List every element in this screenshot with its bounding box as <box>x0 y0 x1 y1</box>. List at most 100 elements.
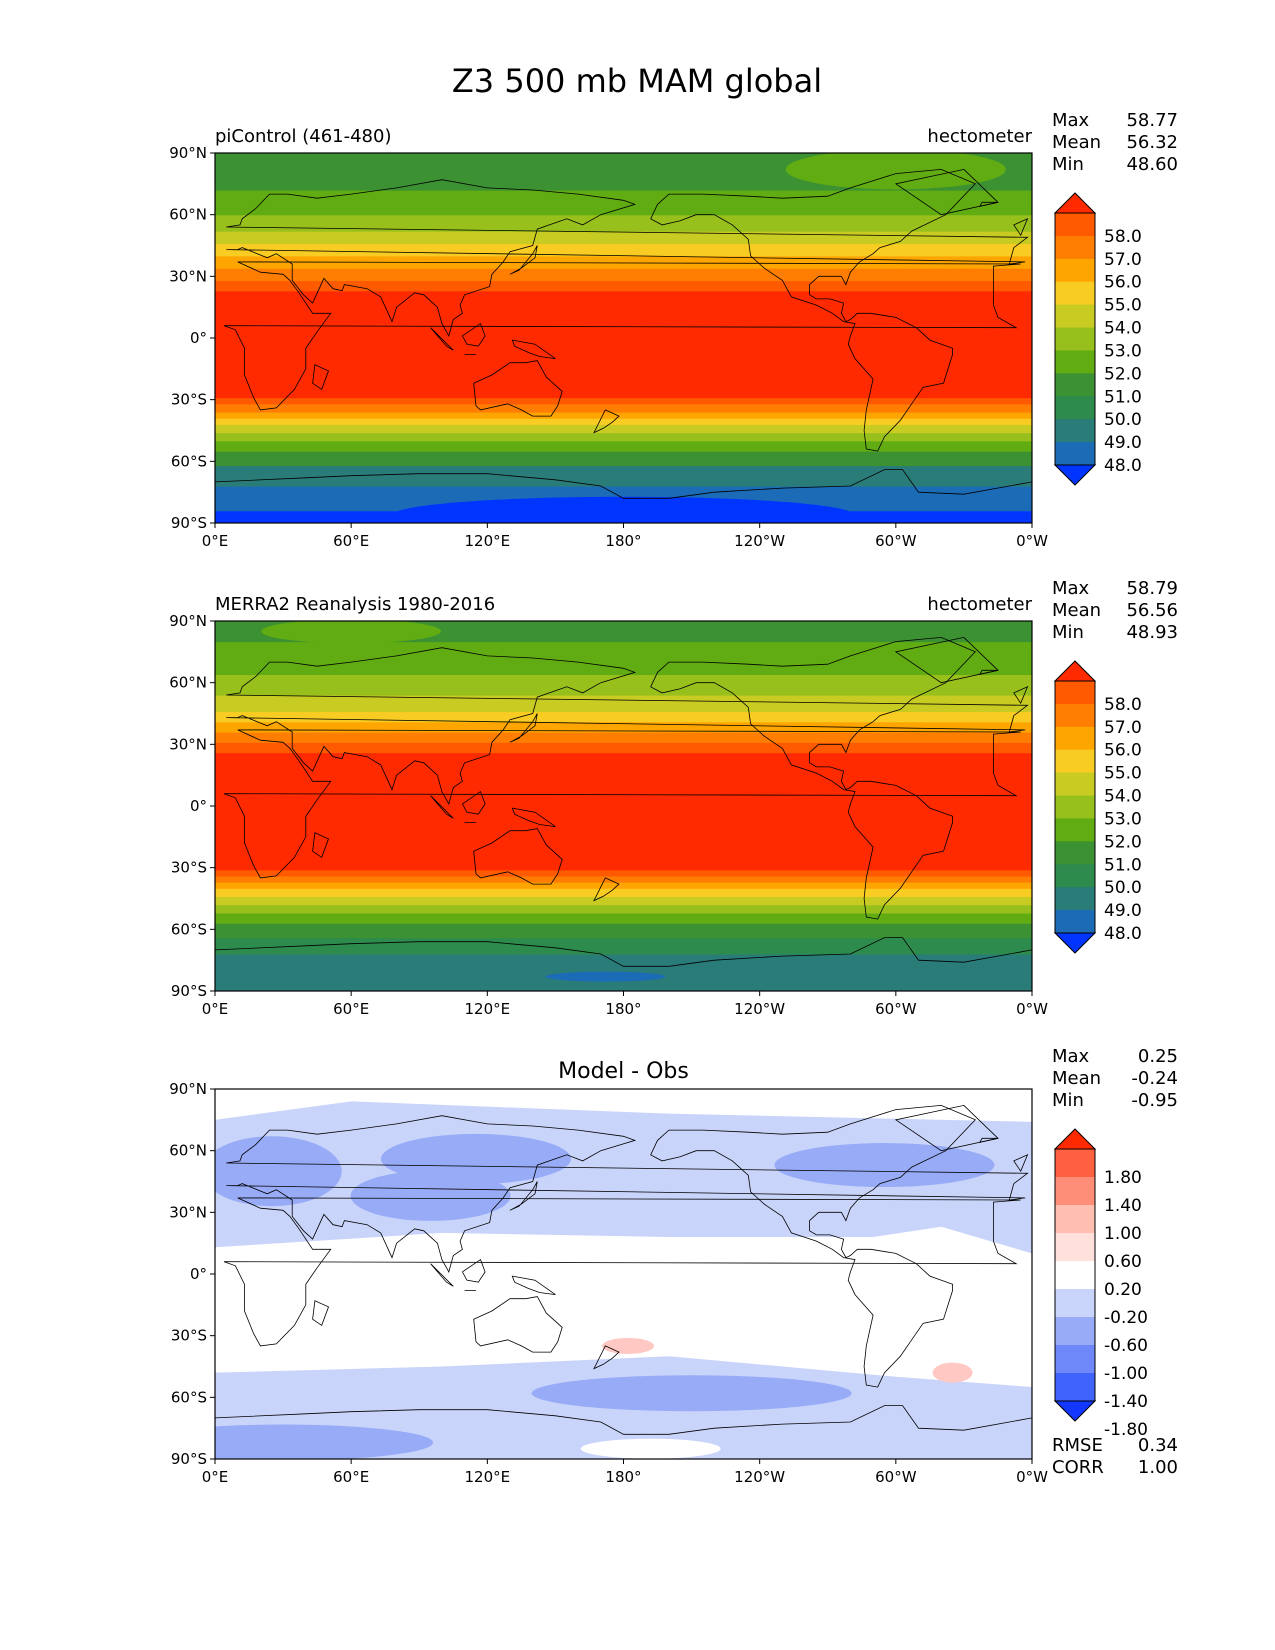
coastline <box>226 179 1029 337</box>
colorbar-label: 52.0 <box>1104 832 1142 852</box>
x-tick-label: 120°E <box>465 1468 511 1486</box>
stat-label: Max <box>1052 1046 1090 1067</box>
colorbar-label: 51.0 <box>1104 855 1142 875</box>
coastline <box>509 245 538 275</box>
coastline <box>593 1345 620 1370</box>
contour-band <box>215 752 1032 871</box>
contour-band <box>215 268 1032 282</box>
coastline <box>226 647 1029 805</box>
colorbar-segment <box>1055 373 1095 397</box>
x-tick-label: 60°W <box>875 1468 917 1486</box>
y-tick-label: 0° <box>190 1265 207 1283</box>
coastline <box>312 1300 330 1327</box>
coastline <box>511 807 556 827</box>
colorbar-label: 57.0 <box>1104 250 1142 270</box>
colorbar-label: 1.40 <box>1104 1196 1142 1216</box>
panel-right-title: hectometer <box>927 126 1032 147</box>
coastline <box>650 636 976 920</box>
diff-region <box>580 1438 721 1459</box>
diff-region <box>531 1375 852 1412</box>
coastline <box>511 1275 556 1295</box>
coastline <box>894 168 999 216</box>
colorbar-segment <box>1055 350 1095 374</box>
y-tick-label: 30°N <box>169 1203 207 1221</box>
contour-field <box>215 621 1032 991</box>
coastline <box>473 1296 563 1353</box>
colorbar-label: 48.0 <box>1104 456 1142 476</box>
coastlines <box>215 1104 1032 1459</box>
colorbar-segment <box>1055 910 1095 934</box>
contour-band <box>215 904 1032 914</box>
colorbar-segment <box>1055 887 1095 911</box>
colorbar-label: 58.0 <box>1104 695 1142 715</box>
contour-band <box>215 403 1032 413</box>
coastline <box>461 790 486 815</box>
stat-label: Max <box>1052 578 1090 599</box>
stat-value: 0.25 <box>1138 1046 1178 1067</box>
contour-band <box>215 711 1032 723</box>
colorbar-label: 56.0 <box>1104 741 1142 761</box>
y-tick-label: 0° <box>190 329 207 347</box>
coastline <box>509 713 538 743</box>
coastline <box>223 729 1021 879</box>
coastline <box>223 1197 1021 1347</box>
colorbar-segment <box>1055 281 1095 306</box>
colorbar-label: -1.80 <box>1104 1420 1148 1440</box>
coastline <box>312 364 330 391</box>
colorbar-segment <box>1055 1261 1095 1290</box>
colorbar: 58.0 57.0 56.0 55.0 54.053.0 52.0 51.0 50.0 49.0… <box>1053 660 1142 954</box>
contour-band <box>215 432 1032 442</box>
stat-value: 58.77 <box>1126 110 1178 131</box>
coastline <box>509 1181 538 1211</box>
map-panel-3: 0°E 60°E 120°E 180° 120°W 60°W 0°W 90°N 60°N 30°N… <box>169 1046 1178 1486</box>
colorbar-segment <box>1055 1373 1095 1402</box>
coastline <box>215 1405 1032 1459</box>
colorbar-label: -0.20 <box>1104 1308 1148 1328</box>
y-tick-label: 30°N <box>169 735 207 753</box>
stat-label: Mean <box>1052 132 1101 153</box>
y-tick-label: 30°N <box>169 267 207 285</box>
coastline <box>430 795 454 819</box>
coastline <box>894 1104 999 1152</box>
colorbar-segment <box>1055 1177 1095 1206</box>
contour-patch <box>545 971 666 982</box>
colorbar-segment <box>1055 703 1095 728</box>
x-tick-label: 0°W <box>1016 1468 1048 1486</box>
stat-value: -0.95 <box>1131 1090 1178 1111</box>
coastline <box>461 1258 486 1283</box>
coastline <box>430 1263 454 1287</box>
contour-band <box>215 742 1032 754</box>
x-tick-label: 0°E <box>202 1000 229 1018</box>
contour-band <box>215 912 1032 924</box>
contour-band <box>215 732 1032 743</box>
stat-label: Mean <box>1052 1068 1101 1089</box>
colorbar-extend-bottom <box>1053 932 1097 954</box>
coastline <box>894 636 999 684</box>
colorbar-segment <box>1055 1345 1095 1374</box>
colorbar-label: 1.00 <box>1104 1224 1142 1244</box>
map-panel-2: 0°E 60°E 120°E 180° 120°W 60°W 0°W 90°N 60°N 30°N… <box>169 578 1178 1018</box>
colorbar-label: 55.0 <box>1104 764 1142 784</box>
colorbar-label: -0.60 <box>1104 1336 1148 1356</box>
coastline <box>1013 686 1029 705</box>
coastline <box>226 1115 1029 1273</box>
contour-field <box>215 1089 1032 1459</box>
colorbar-extend-top <box>1053 660 1097 682</box>
colorbar-extend-bottom <box>1053 1400 1097 1422</box>
colorbar-label: 48.0 <box>1104 924 1142 944</box>
coastline <box>650 168 976 452</box>
contour-band <box>215 440 1032 452</box>
y-tick-label: 90°S <box>171 514 207 532</box>
contour-band <box>215 280 1032 292</box>
contour-band <box>215 451 1032 467</box>
colorbar-segment <box>1055 841 1095 865</box>
contour-band <box>215 882 1032 889</box>
x-tick-label: 120°W <box>734 1468 785 1486</box>
contour-band <box>215 641 1032 676</box>
diff-region <box>602 1337 655 1354</box>
colorbar-label: 49.0 <box>1104 901 1142 921</box>
y-tick-label: 90°N <box>169 144 207 162</box>
footer-label: CORR <box>1052 1457 1104 1478</box>
colorbar-segment <box>1055 304 1095 329</box>
